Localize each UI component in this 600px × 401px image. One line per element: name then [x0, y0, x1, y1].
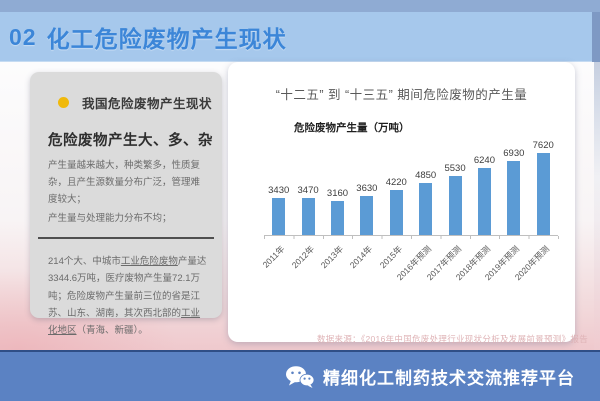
xaxis-label: 2012年 — [289, 243, 316, 271]
left-panel-title-row: 我国危险废物产生现状 — [58, 93, 222, 112]
keyword-underlined: 工业危险废物 — [120, 256, 178, 268]
xaxis-label: 2011年 — [260, 243, 287, 270]
axis-ticks — [264, 236, 559, 239]
bar-slot: 4220 — [382, 177, 411, 235]
bar-value-label: 3430 — [268, 185, 290, 197]
paragraph-text: 产生量越来越大，种类繁多，性质复杂，且产生源数量分布广泛，管理难度较大； — [48, 160, 201, 206]
bar-slot: 7620 — [529, 140, 558, 235]
bullet-dot-icon — [58, 97, 69, 108]
xaxis-labels: 2011年 2012年 2013年 2014年 2015年 2016年预测 2017年预测 2… — [260, 239, 558, 291]
xaxis-label-slot: 2020年预测 — [513, 239, 558, 291]
bar — [330, 201, 344, 235]
bar-value-label: 7620 — [532, 140, 554, 152]
footer: 精细化工制药技术交流推荐平台 — [0, 350, 600, 401]
title-banner: 02 化工危险废物产生现状 — [0, 12, 592, 62]
bar-value-label: 4850 — [415, 169, 437, 181]
bar-slot: 3470 — [293, 185, 322, 235]
bar-chart: 3430 3470 3160 3630 4220 4850 5530 6240 6930 7620… — [260, 139, 559, 291]
bar-value-label: 4220 — [385, 176, 407, 188]
xaxis-label-slot: 2014年 — [348, 239, 381, 291]
bar — [301, 197, 315, 235]
source-note: 数据来源：《2016年中国危废处理行业现状分析及发展前景预测》报告 — [316, 334, 588, 344]
chart-panel: “十二五” 到 “十三五” 期间危险废物的产生量 危险废物产生量（万吨） 343… — [228, 62, 575, 342]
bar-slot: 3630 — [352, 183, 381, 235]
bar-slot: 3430 — [264, 185, 293, 235]
section-number: 02 — [9, 23, 37, 50]
top-strip — [0, 0, 600, 12]
bar-value-label: 5530 — [444, 162, 466, 174]
bar-value-label: 3470 — [297, 184, 319, 196]
left-panel: 我国危险废物产生现状 危险废物产生大、多、杂 产生量越来越大，种类繁多，性质复杂… — [30, 72, 222, 336]
xaxis-label-slot: 2011年 — [260, 239, 293, 291]
keyword-underlined: 工业化地区 — [48, 307, 201, 336]
bar-slot: 5530 — [440, 163, 469, 235]
bar-slot: 3160 — [323, 188, 352, 235]
left-panel-paragraph-3: 214个大、中城市工业危险废物产量达3344.6万吨，医疗废物产生量72.1万吨… — [48, 253, 208, 338]
xaxis-label-slot: 2012年 — [289, 239, 322, 291]
bar — [272, 198, 286, 235]
bar — [477, 167, 491, 235]
page-title: 化工危险废物产生现状 — [46, 26, 287, 52]
bar-slot: 6930 — [499, 147, 528, 235]
bar-value-label: 6240 — [473, 154, 495, 166]
bar — [419, 182, 433, 235]
xaxis-label: 2013年 — [318, 243, 346, 271]
paragraph-text: 产生量与处理能力分布不均； — [48, 213, 172, 225]
bar-slot: 4850 — [411, 170, 440, 235]
left-panel-paragraph-2: 产生量与处理能力分布不均； — [48, 210, 208, 227]
left-panel-title: 我国危险废物产生现状 — [82, 97, 213, 111]
paragraph-text: 产量达3344.6万吨，医疗废物产生量72.1万吨；危险废物产生量前三位的省是江… — [48, 256, 207, 319]
xaxis-label: 2014年 — [348, 243, 375, 271]
chart-axis-title: 危险废物产生量（万吨） — [294, 122, 410, 134]
banner-right-edge — [592, 12, 600, 62]
left-panel-heading: 危险废物产生大、多、杂 — [48, 133, 213, 149]
bar — [389, 189, 403, 235]
bar-value-label: 3160 — [326, 188, 349, 199]
paragraph-text: 214个大、中城市 — [48, 256, 121, 268]
divider-line — [38, 237, 214, 240]
bar — [360, 196, 374, 235]
footer-label: 精细化工制药技术交流推荐平台 — [323, 369, 575, 388]
bar — [507, 160, 521, 235]
bar — [536, 153, 550, 235]
bar-value-label: 3630 — [356, 183, 378, 194]
bar-slot: 6240 — [470, 155, 499, 235]
chart-title: “十二五” 到 “十三五” 期间危险废物的产生量 — [275, 88, 528, 102]
bar-value-label: 6930 — [503, 147, 525, 159]
bar — [448, 175, 462, 235]
paragraph-text: （青海、新疆）。 — [76, 324, 148, 336]
wechat-icon — [286, 365, 315, 388]
left-panel-paragraph-1: 产生量越来越大，种类繁多，性质复杂，且产生源数量分布广泛，管理难度较大； — [48, 157, 208, 208]
xaxis-label-slot: 2013年 — [319, 239, 352, 291]
bars-row: 3430 3470 3160 3630 4220 4850 5530 6240 6930 7620 — [264, 139, 558, 236]
